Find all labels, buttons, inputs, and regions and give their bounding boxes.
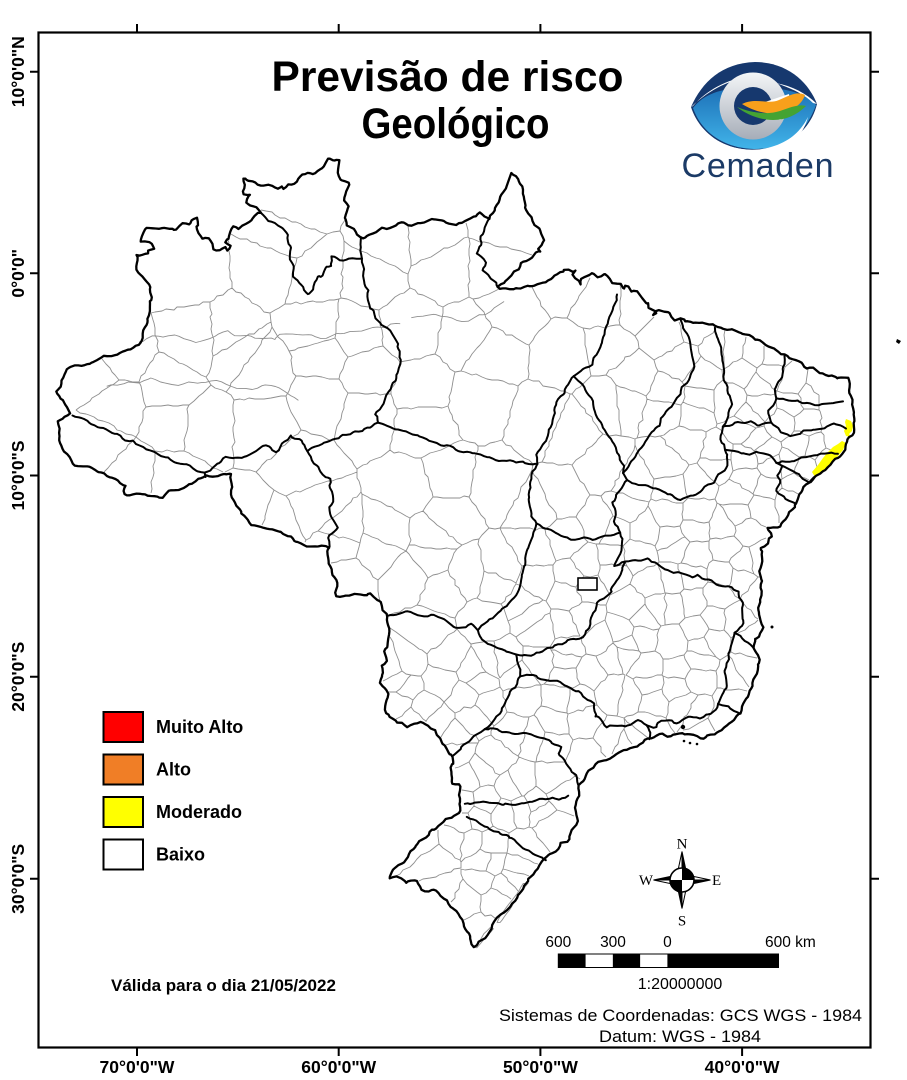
svg-text:Datum: WGS - 1984: Datum: WGS - 1984: [599, 1027, 761, 1046]
svg-text:Cemaden: Cemaden: [682, 147, 834, 185]
svg-text:40°0'0"W: 40°0'0"W: [705, 1057, 780, 1077]
svg-text:Muito Alto: Muito Alto: [156, 717, 243, 737]
svg-text:10°0'0"N: 10°0'0"N: [8, 36, 28, 107]
svg-text:S: S: [678, 914, 686, 930]
svg-text:Geológico: Geológico: [362, 100, 550, 148]
svg-text:0°0'0": 0°0'0": [8, 249, 28, 298]
svg-text:600: 600: [545, 934, 571, 951]
svg-text:50°0'0"W: 50°0'0"W: [503, 1057, 578, 1077]
svg-text:N: N: [677, 837, 688, 853]
svg-text:0: 0: [663, 934, 672, 951]
svg-text:Baixo: Baixo: [156, 845, 205, 865]
svg-text:E: E: [712, 873, 721, 889]
svg-text:Sistemas de Coordenadas: GCS W: Sistemas de Coordenadas: GCS WGS - 1984: [499, 1006, 862, 1025]
svg-text:300: 300: [600, 934, 626, 951]
svg-text:Alto: Alto: [156, 760, 191, 780]
svg-text:1:20000000: 1:20000000: [638, 976, 723, 993]
svg-text:Moderado: Moderado: [156, 802, 242, 822]
svg-text:Válida para o dia 21/05/2022: Válida para o dia 21/05/2022: [111, 976, 336, 995]
svg-text:W: W: [639, 873, 654, 889]
svg-text:60°0'0"W: 60°0'0"W: [301, 1057, 376, 1077]
svg-text:70°0'0"W: 70°0'0"W: [100, 1057, 175, 1077]
svg-text:10°0'0"S: 10°0'0"S: [8, 440, 28, 510]
svg-text:30°0'0"S: 30°0'0"S: [8, 844, 28, 914]
svg-text:20°0'0"S: 20°0'0"S: [8, 642, 28, 712]
svg-text:600 km: 600 km: [765, 934, 816, 951]
svg-text:Previsão de risco: Previsão de risco: [272, 53, 624, 101]
